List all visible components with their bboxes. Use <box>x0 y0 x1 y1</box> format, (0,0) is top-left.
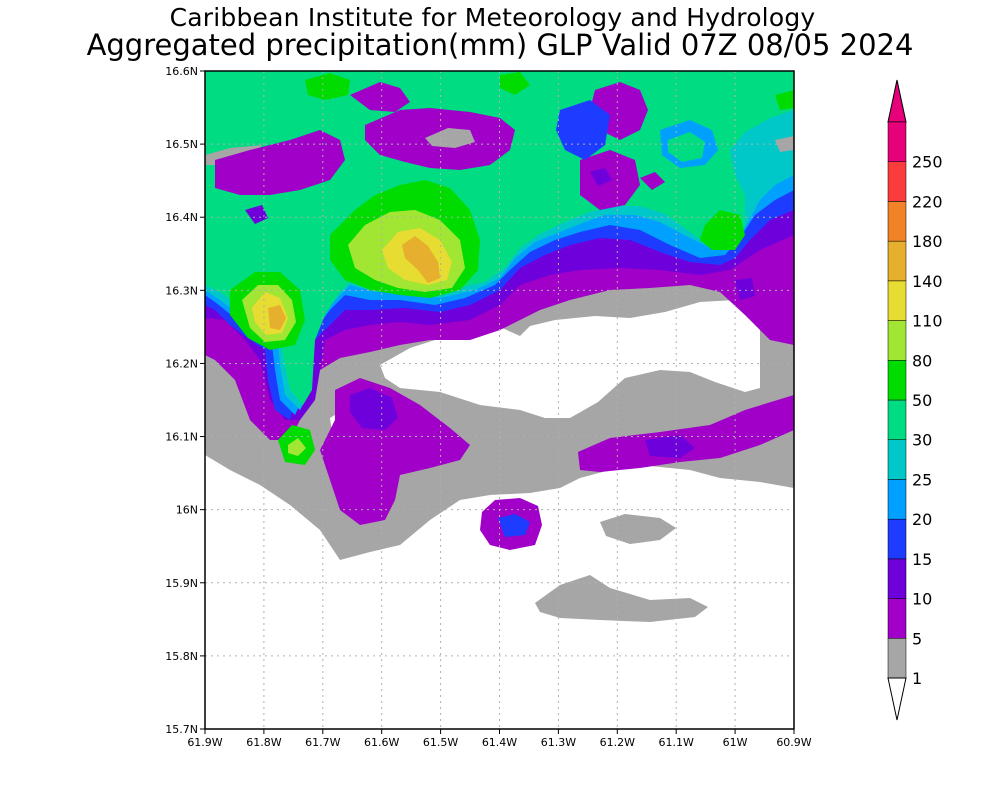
lon-label: 61.3W <box>541 736 576 749</box>
colorbar-label: 140 <box>912 272 943 291</box>
colorbar-above-arrow <box>887 79 907 123</box>
colorbar-swatch <box>887 479 907 520</box>
colorbar-label: 5 <box>912 629 922 648</box>
colorbar-label: 30 <box>912 431 932 450</box>
colorbar-label: 250 <box>912 153 943 172</box>
lon-label: 61.6W <box>364 736 399 749</box>
colorbar-swatch <box>887 558 907 599</box>
lon-label: 61.8W <box>246 736 281 749</box>
lat-label: 16.1N <box>165 431 198 444</box>
colorbar-label: 220 <box>912 192 943 211</box>
lat-label: 15.7N <box>165 723 198 736</box>
colorbar-swatch <box>887 121 907 162</box>
colorbar-label: 25 <box>912 470 932 489</box>
latitude-labels: 16.6N 16.5N 16.4N 16.3N 16.2N 16.1N 16N 15.9N 15… <box>165 65 198 736</box>
colorbar-swatch <box>887 320 907 361</box>
colorbar-swatch <box>887 161 907 202</box>
colorbar-swatch <box>887 518 907 560</box>
colorbar-swatch <box>887 638 907 679</box>
lat-label: 16N <box>176 504 198 517</box>
lat-label: 16.5N <box>165 138 198 151</box>
colorbar-label: 20 <box>912 510 932 529</box>
lon-label: 61.1W <box>659 736 694 749</box>
grid-lines <box>205 71 794 729</box>
lon-label: 61.7W <box>305 736 340 749</box>
colorbar-swatch <box>887 598 907 639</box>
lat-label: 16.2N <box>165 357 198 370</box>
longitude-labels: 61.9W 61.8W 61.7W 61.6W 61.5W 61.4W 61.3W 61.2W… <box>187 736 811 749</box>
lon-label: 60.9W <box>776 736 811 749</box>
precipitation-field <box>205 71 794 729</box>
lat-label: 16.3N <box>165 284 198 297</box>
colorbar-label: 10 <box>912 590 932 609</box>
lat-label: 16.4N <box>165 211 198 224</box>
colorbar-label: 50 <box>912 391 932 410</box>
colorbar-swatch <box>887 240 907 282</box>
colorbar-label: 180 <box>912 232 943 251</box>
lat-label: 15.8N <box>165 650 198 663</box>
colorbar-swatch <box>887 201 907 242</box>
colorbar-label: 1 <box>912 669 922 688</box>
colorbar-label: 110 <box>912 312 943 331</box>
lat-label: 15.9N <box>165 577 198 590</box>
colorbar-swatch <box>887 399 907 440</box>
chart-subtitle: Aggregated precipitation(mm) GLP Valid 0… <box>86 28 914 62</box>
lon-label: 61.9W <box>187 736 222 749</box>
colorbar-swatch <box>887 280 907 321</box>
lon-label: 61.5W <box>423 736 458 749</box>
colorbar-label: 15 <box>912 550 932 569</box>
colorbar-swatch <box>887 360 907 401</box>
lon-label: 61.4W <box>482 736 517 749</box>
chart-title: Caribbean Institute for Meteorology and … <box>169 3 816 32</box>
axis-ticks <box>200 70 795 734</box>
contour-30mm <box>205 71 794 405</box>
contour-holes <box>205 82 794 224</box>
colorbar-label: 80 <box>912 351 932 370</box>
colorbar-swatch <box>887 439 907 480</box>
colorbar-below-arrow <box>887 677 907 721</box>
lon-label: 61W <box>723 736 748 749</box>
contour-140mm <box>268 236 440 330</box>
lon-label: 61.2W <box>600 736 635 749</box>
lat-label: 16.6N <box>165 65 198 78</box>
